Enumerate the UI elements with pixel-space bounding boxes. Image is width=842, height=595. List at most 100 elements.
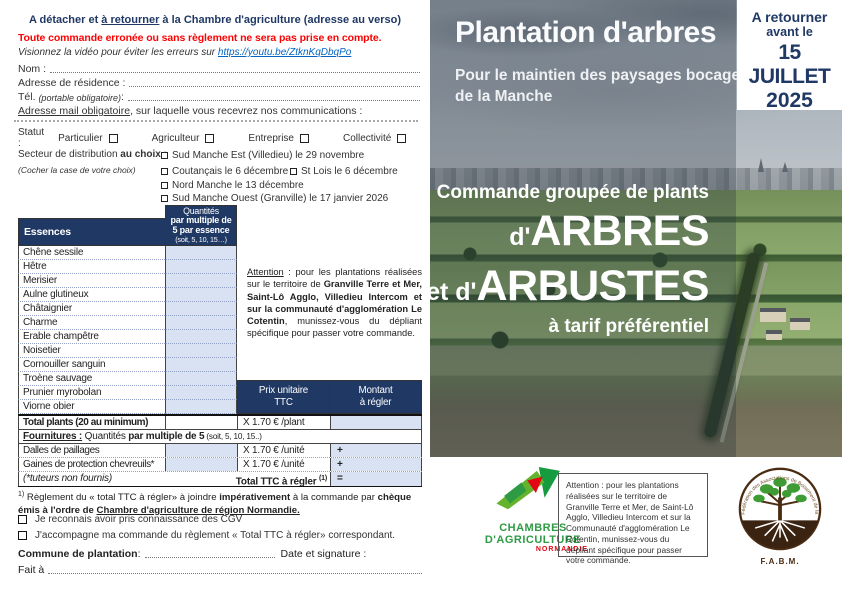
sector-label: Secteur de distribution au choix :: [18, 149, 166, 160]
table-row: Erable champêtre: [18, 330, 237, 344]
fait-input-line[interactable]: [48, 573, 422, 574]
supplies-section-row: Fournitures : Quantités par multiple de …: [18, 430, 422, 444]
table-row: Prunier myrobolan: [18, 386, 237, 400]
status-option-collectivite: Collectivité: [343, 133, 407, 144]
supply-amount-cell[interactable]: +: [330, 458, 422, 471]
species-name: Noisetier: [18, 344, 165, 358]
species-name: Merisier: [18, 274, 165, 288]
table-row: Viorne obier: [18, 400, 237, 414]
church-spire: [782, 162, 788, 172]
sector-hint: (Cocher la case de votre choix): [18, 165, 136, 175]
total-ttc-amount-cell[interactable]: =: [330, 472, 422, 486]
sector-option-label: Sud Manche Ouest (Granville) le 17 janvi…: [172, 193, 389, 204]
phone-label: Tél.: [18, 91, 36, 103]
total-plants-label: Total plants (20 au minimum): [18, 416, 165, 429]
quantity-cell[interactable]: [165, 344, 237, 358]
phone-note: (portable obligatoire): [38, 93, 121, 103]
sector-option-label: Nord Manche le 13 décembre: [172, 180, 304, 191]
total-quantity-cell[interactable]: [165, 416, 237, 429]
address-input-line[interactable]: [129, 86, 420, 87]
sector-option-sud-manche-est: Sud Manche Est (Villedieu) le 29 novembr…: [161, 150, 364, 161]
collectivite-checkbox[interactable]: [397, 133, 407, 143]
status-option-label: Agriculteur: [151, 132, 200, 144]
attention-note: Attention : pour les plantations réalisé…: [247, 266, 422, 340]
deadline-box: A retourner avant le 15 JUILLET 2025: [737, 0, 842, 112]
entreprise-checkbox[interactable]: [300, 133, 309, 143]
sector-checkbox[interactable]: [161, 195, 168, 202]
sector-label-bold: au choix: [120, 149, 161, 160]
species-name: Chêne sessile: [18, 246, 165, 260]
species-name: Cornouiller sanguin: [18, 358, 165, 372]
quantity-cell[interactable]: [165, 260, 237, 274]
phone-input-line[interactable]: [127, 100, 420, 101]
title-pre: A détacher et: [28, 14, 102, 26]
agriculteur-checkbox[interactable]: [205, 133, 215, 143]
sector-checkbox[interactable]: [290, 168, 297, 175]
cover-photo: Plantation d'arbres Pour le maintien des…: [430, 0, 842, 457]
quantity-cell[interactable]: [165, 400, 237, 414]
campaign-line2: d'ARBRES: [430, 210, 709, 253]
phone-field-row: Tél. (portable obligatoire) :: [18, 90, 422, 103]
quantity-cell[interactable]: [165, 274, 237, 288]
cover-title: Plantation d'arbres: [455, 16, 717, 49]
commune-colon: :: [137, 548, 141, 560]
table-row: Châtaignier: [18, 302, 237, 316]
cgv-checkbox[interactable]: [18, 515, 27, 524]
email-input-line[interactable]: [14, 120, 418, 122]
quantity-cell[interactable]: [165, 302, 237, 316]
attention-territories: Granville Terre et Mer, Saint-Lô Agglo, …: [247, 279, 423, 327]
address-label: Adresse de résidence :: [18, 77, 126, 89]
deadline-line2: avant le: [766, 25, 813, 39]
supply-name: Gaines de protection chevreuils*: [18, 458, 165, 471]
phone-colon: :: [120, 91, 124, 103]
chambres-agriculture-logo-icon: [496, 467, 560, 510]
total-ttc-text: Total TTC à régler: [235, 476, 317, 486]
stakes-note: (*tuteurs non fournis): [18, 472, 165, 486]
status-option-agriculteur: Agriculteur: [152, 133, 215, 144]
sector-option-nord-manche: Nord Manche le 13 décembre: [161, 180, 304, 191]
qty-header-line4: (soit, 5, 10, 15…): [175, 235, 227, 245]
quantity-cell[interactable]: [165, 330, 237, 344]
sector-checkbox[interactable]: [161, 168, 168, 175]
species-column-header: Essences: [18, 218, 166, 246]
quantity-cell[interactable]: [165, 372, 237, 386]
supply-unit-price: X 1.70 € /unité: [237, 444, 330, 457]
quantity-cell[interactable]: [165, 246, 237, 260]
sector-checkbox[interactable]: [161, 182, 168, 189]
campaign-line2-big: ARBRES: [530, 207, 709, 255]
commune-row: Commune de plantation : Date et signature…: [18, 547, 422, 560]
species-name: Châtaignier: [18, 302, 165, 316]
quantity-cell[interactable]: [165, 316, 237, 330]
quantity-cell[interactable]: [165, 386, 237, 400]
quantity-cell[interactable]: [165, 358, 237, 372]
payment-checkbox[interactable]: [18, 531, 27, 540]
supply-amount-cell[interactable]: +: [330, 444, 422, 457]
sector-checkbox[interactable]: [161, 152, 168, 159]
sector-option-label: Sud Manche Est (Villedieu) le 29 novembr…: [172, 150, 365, 161]
species-name: Erable champêtre: [18, 330, 165, 344]
deadline-year: 2025: [766, 89, 813, 112]
particulier-checkbox[interactable]: [108, 133, 118, 143]
unit-price-header-line2: TTC: [274, 397, 293, 408]
supplies-label-underline: Fournitures :: [23, 431, 83, 442]
total-amount-cell[interactable]: [330, 416, 422, 429]
fabm-logo-icon: Fédération des Associations de Boisement…: [730, 461, 822, 551]
total-ttc-label: Total TTC à régler (1): [165, 472, 330, 486]
equals-operator: =: [337, 473, 343, 484]
status-option-label: Particulier: [58, 132, 103, 144]
warning-text: Toute commande erronée ou sans règlement…: [18, 32, 382, 44]
video-link[interactable]: https://youtu.be/ZtknKqDbqPo: [217, 47, 352, 58]
name-input-line[interactable]: [50, 72, 420, 73]
form-return-title: A détacher et à retourner à la Chambre d…: [0, 14, 430, 26]
sector-option-sud-manche-ouest: Sud Manche Ouest (Granville) le 17 janvi…: [161, 193, 388, 204]
farm-building: [790, 318, 810, 330]
farm-building: [760, 308, 786, 322]
quantity-cell[interactable]: [165, 288, 237, 302]
supply-quantity-cell[interactable]: [165, 444, 237, 457]
fait-row: Fait à: [18, 563, 422, 576]
footnote-ref: (1): [319, 475, 327, 482]
supply-quantity-cell[interactable]: [165, 458, 237, 471]
table-row: Noisetier: [18, 344, 237, 358]
commune-input-line[interactable]: [144, 557, 275, 558]
payment-footnote: 1) Règlement du « total TTC à régler» à …: [18, 490, 424, 517]
